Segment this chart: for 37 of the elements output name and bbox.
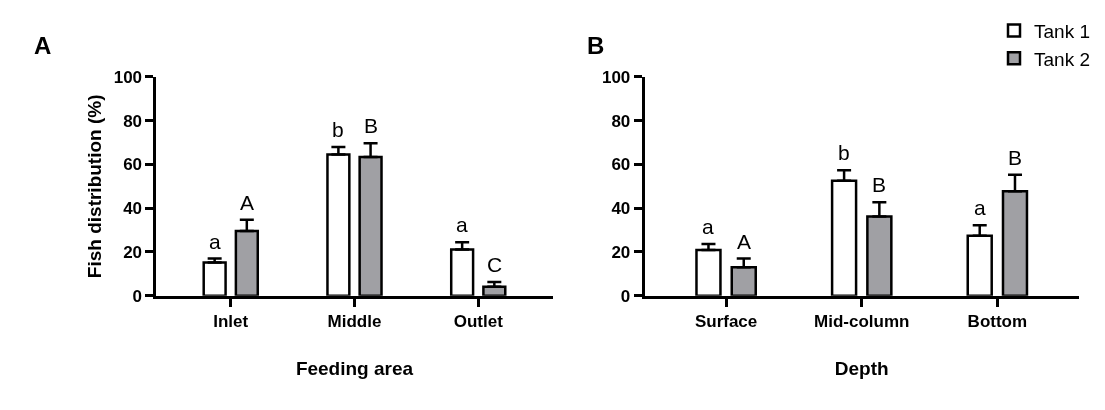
x-tick-label: Mid-column: [814, 312, 910, 332]
data-label: A: [737, 230, 752, 253]
y-tick-label: 80: [123, 111, 143, 131]
x-tick-label: Inlet: [213, 312, 249, 332]
legend-label: Tank 2: [1034, 48, 1090, 70]
x-axis-title: Feeding area: [295, 357, 414, 379]
x-tick-label: Bottom: [967, 312, 1028, 332]
data-label: B: [364, 114, 379, 137]
data-label: C: [487, 253, 503, 276]
data-label: B: [1008, 146, 1023, 169]
x-tick-label: Surface: [694, 312, 758, 332]
data-label: a: [702, 215, 714, 238]
data-label: b: [332, 118, 344, 141]
y-tick-label: 60: [123, 155, 143, 175]
x-tick-label: Middle: [327, 312, 382, 332]
y-tick-label: 40: [611, 199, 631, 219]
x-axis-title: Depth: [834, 357, 889, 379]
y-tick-label: 100: [601, 67, 631, 87]
y-tick-label: 60: [611, 155, 631, 175]
y-tick-label: 20: [123, 242, 143, 262]
chart-title: B: [587, 32, 605, 59]
data-label: a: [456, 213, 468, 236]
data-label: a: [974, 196, 986, 219]
data-label: A: [240, 191, 255, 214]
x-tick-label: Outlet: [453, 312, 504, 332]
data-label: B: [872, 173, 887, 196]
y-tick-label: 80: [611, 111, 631, 131]
y-tick-label: 0: [132, 286, 143, 306]
y-tick-label: 20: [611, 242, 631, 262]
data-label: b: [838, 141, 850, 164]
y-tick-label: 100: [113, 67, 143, 87]
y-tick-label: 0: [620, 286, 631, 306]
chart-title: A: [34, 32, 52, 59]
y-tick-label: 40: [123, 199, 143, 219]
data-label: a: [209, 230, 221, 253]
y-axis-title: Fish distribution (%): [83, 94, 105, 279]
legend-label: Tank 1: [1034, 20, 1090, 42]
